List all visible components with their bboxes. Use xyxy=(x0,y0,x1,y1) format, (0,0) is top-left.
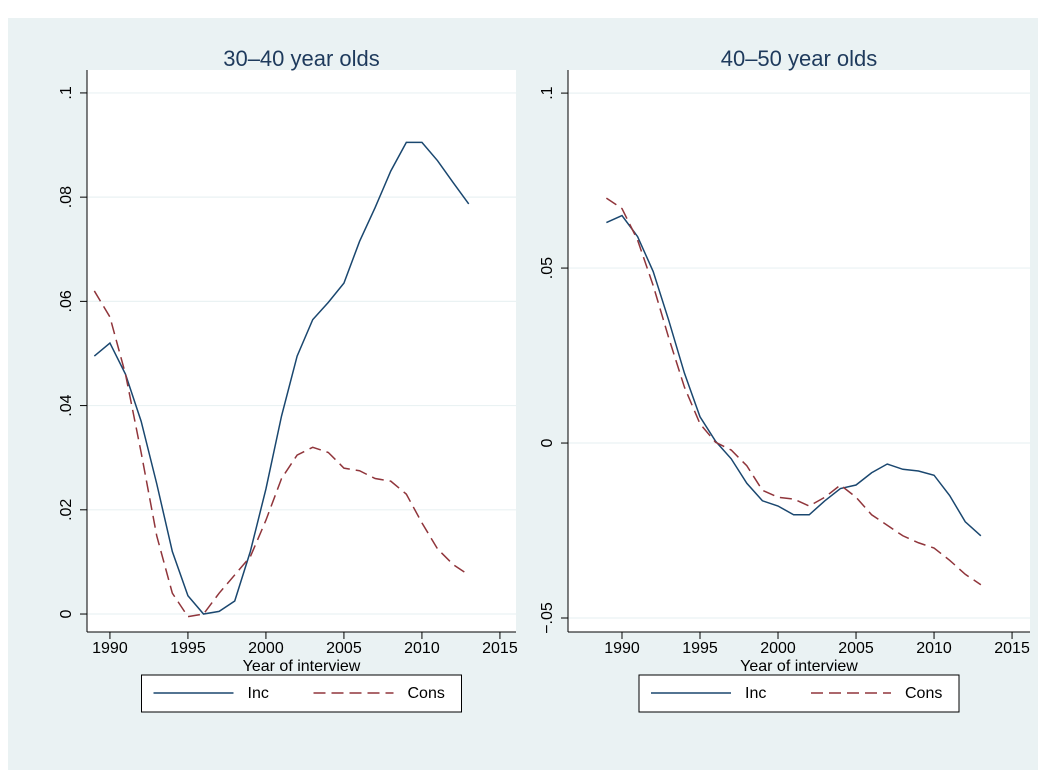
legend-label: Cons xyxy=(408,685,445,702)
x-tick-label: 1990 xyxy=(92,640,128,657)
x-tick-label: 2000 xyxy=(760,640,796,657)
y-tick-label: .06 xyxy=(58,290,75,312)
series-line xyxy=(93,290,470,618)
chart-title: 40–50 year olds xyxy=(721,46,878,71)
x-tick-label: 2000 xyxy=(248,640,284,657)
series-line xyxy=(93,141,470,615)
x-tick-label: 2005 xyxy=(838,640,874,657)
x-tick-label: 2005 xyxy=(326,640,362,657)
series-line xyxy=(606,214,982,537)
legend-label: Cons xyxy=(905,685,942,702)
x-tick-label: 1990 xyxy=(604,640,640,657)
y-tick-label: .08 xyxy=(58,186,75,208)
series-line xyxy=(605,197,982,586)
y-tick-label: .1 xyxy=(58,86,75,99)
x-tick-label: 2015 xyxy=(994,640,1030,657)
y-tick-label: .04 xyxy=(58,394,75,416)
chart-title: 30–40 year olds xyxy=(223,46,380,71)
y-tick-label: .05 xyxy=(539,257,556,279)
y-tick-label: −.05 xyxy=(539,602,556,634)
x-tick-label: 2015 xyxy=(482,640,518,657)
x-tick-label: 2010 xyxy=(404,640,440,657)
legend-label: Inc xyxy=(248,685,269,702)
x-tick-label: 2010 xyxy=(916,640,952,657)
y-tick-label: 0 xyxy=(58,609,75,618)
x-tick-label: 1995 xyxy=(682,640,718,657)
y-tick-label: 0 xyxy=(539,438,556,447)
y-tick-label: .1 xyxy=(539,86,556,99)
plot-area xyxy=(568,70,1030,632)
x-tick-label: 1995 xyxy=(170,640,206,657)
plot-area xyxy=(87,70,516,632)
legend-label: Inc xyxy=(745,685,766,702)
y-tick-label: .02 xyxy=(58,499,75,521)
x-axis-label: Year of interview xyxy=(740,658,858,675)
x-axis-label: Year of interview xyxy=(243,658,361,675)
